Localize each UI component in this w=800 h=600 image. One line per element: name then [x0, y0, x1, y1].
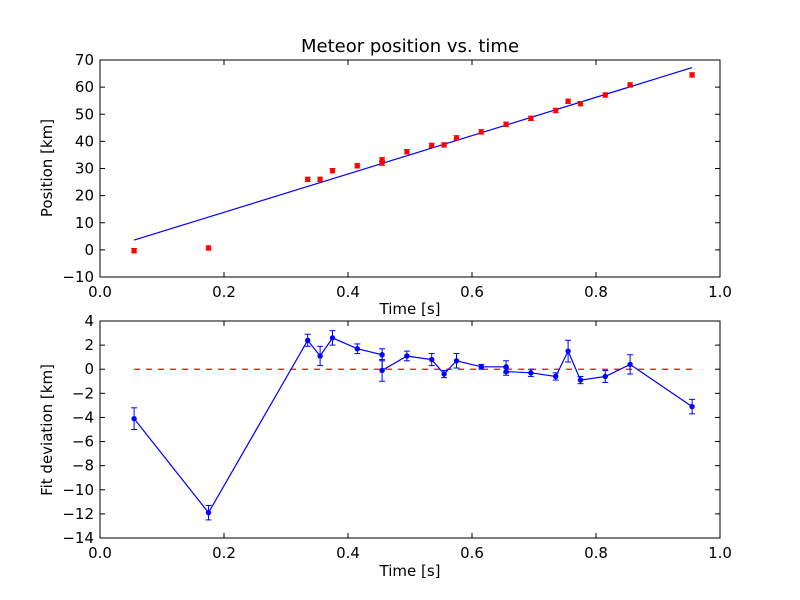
x-axis-label: Time [s] [379, 300, 441, 318]
data-point [689, 403, 695, 410]
data-point [429, 142, 435, 149]
x-tick-label: 0.8 [584, 544, 608, 562]
data-point [354, 163, 360, 169]
position-marks [131, 67, 696, 254]
data-point [503, 368, 509, 375]
data-point [131, 247, 137, 254]
y-axis-label: Position [km] [38, 119, 56, 217]
y-tick-label: 70 [75, 51, 94, 69]
data-point [305, 337, 311, 343]
position-chart: Meteor position vs. time 0.0 0.2 0.4 0.6 0.8… [38, 36, 732, 318]
data-point [577, 377, 584, 383]
data-point [503, 121, 509, 127]
data-point [565, 348, 571, 354]
deviation-chart: 0.0 0.2 0.4 0.6 0.8 1.0 −14 −12 −10 −8 −6 −4 −2 0 2 4 T… [38, 312, 732, 580]
y-tick-label: 30 [75, 160, 94, 178]
data-point [404, 148, 410, 155]
data-point [577, 100, 584, 107]
y-tick-label: 4 [84, 312, 94, 330]
data-point [478, 129, 484, 135]
chart-title: Meteor position vs. time [301, 36, 519, 57]
data-point [379, 367, 385, 374]
data-point [379, 160, 385, 166]
x-tick-label: 0.2 [212, 544, 236, 562]
data-point [602, 373, 608, 380]
data-point [131, 415, 137, 422]
data-point [565, 98, 571, 104]
data-point [404, 353, 410, 359]
data-point [453, 135, 460, 141]
x-tick-label: 1.0 [708, 283, 732, 301]
deviation-marks [131, 330, 696, 521]
data-point [205, 509, 212, 516]
data-point [453, 358, 460, 364]
y-tick-label: 10 [75, 214, 94, 232]
y-tick-label: −10 [62, 268, 94, 286]
y-tick-label: 20 [75, 187, 94, 205]
x-tick-label: 0.4 [336, 283, 360, 301]
x-tick-label: 0.0 [88, 283, 112, 301]
data-point [317, 176, 323, 183]
data-point [528, 115, 534, 122]
x-tick-label: 0.6 [460, 283, 484, 301]
plot-frame [99, 320, 721, 539]
data-point [627, 361, 633, 368]
y-tick-label: 0 [84, 241, 94, 259]
data-point [627, 82, 633, 88]
y-tick-label: 60 [75, 78, 94, 96]
y-tick-label: −10 [62, 481, 94, 499]
position-axis-ticks: 0.0 0.2 0.4 0.6 0.8 1.0 −10 0 10 20 30 40 50 60 70 [62, 51, 732, 301]
y-tick-label: −12 [62, 505, 94, 523]
y-tick-label: 2 [84, 336, 94, 354]
data-point [602, 92, 608, 98]
data-point [689, 72, 695, 78]
x-tick-label: 0.8 [584, 283, 608, 301]
data-point [205, 245, 212, 251]
data-point [354, 346, 360, 352]
x-tick-label: 0.2 [212, 283, 236, 301]
x-tick-label: 1.0 [708, 544, 732, 562]
data-point [478, 364, 484, 370]
x-tick-label: 0.4 [336, 544, 360, 562]
data-point [329, 335, 336, 341]
data-point [429, 356, 435, 363]
y-tick-label: −14 [62, 529, 94, 547]
deviation-axis-ticks: 0.0 0.2 0.4 0.6 0.8 1.0 −14 −12 −10 −8 −6 −4 −2 0 2 4 [62, 312, 732, 562]
data-point [528, 370, 534, 376]
x-tick-label: 0.0 [88, 544, 112, 562]
data-point [553, 373, 559, 380]
x-tick-label: 0.6 [460, 544, 484, 562]
data-point [441, 142, 447, 148]
y-tick-label: 40 [75, 132, 94, 150]
y-tick-label: −6 [72, 433, 94, 451]
data-point [305, 176, 311, 183]
fit-line [133, 67, 693, 241]
data-point [317, 353, 323, 359]
y-tick-label: −2 [72, 384, 94, 402]
y-tick-label: −4 [72, 408, 94, 426]
data-point [441, 371, 447, 377]
x-axis-label: Time [s] [379, 562, 441, 580]
data-point [379, 352, 385, 358]
y-tick-label: 0 [84, 360, 94, 378]
deviation-line [133, 337, 693, 514]
y-tick-label: 50 [75, 105, 94, 123]
y-tick-label: −8 [72, 457, 94, 475]
data-point [553, 107, 559, 114]
y-axis-label: Fit deviation [km] [38, 364, 56, 496]
data-point [329, 167, 336, 174]
